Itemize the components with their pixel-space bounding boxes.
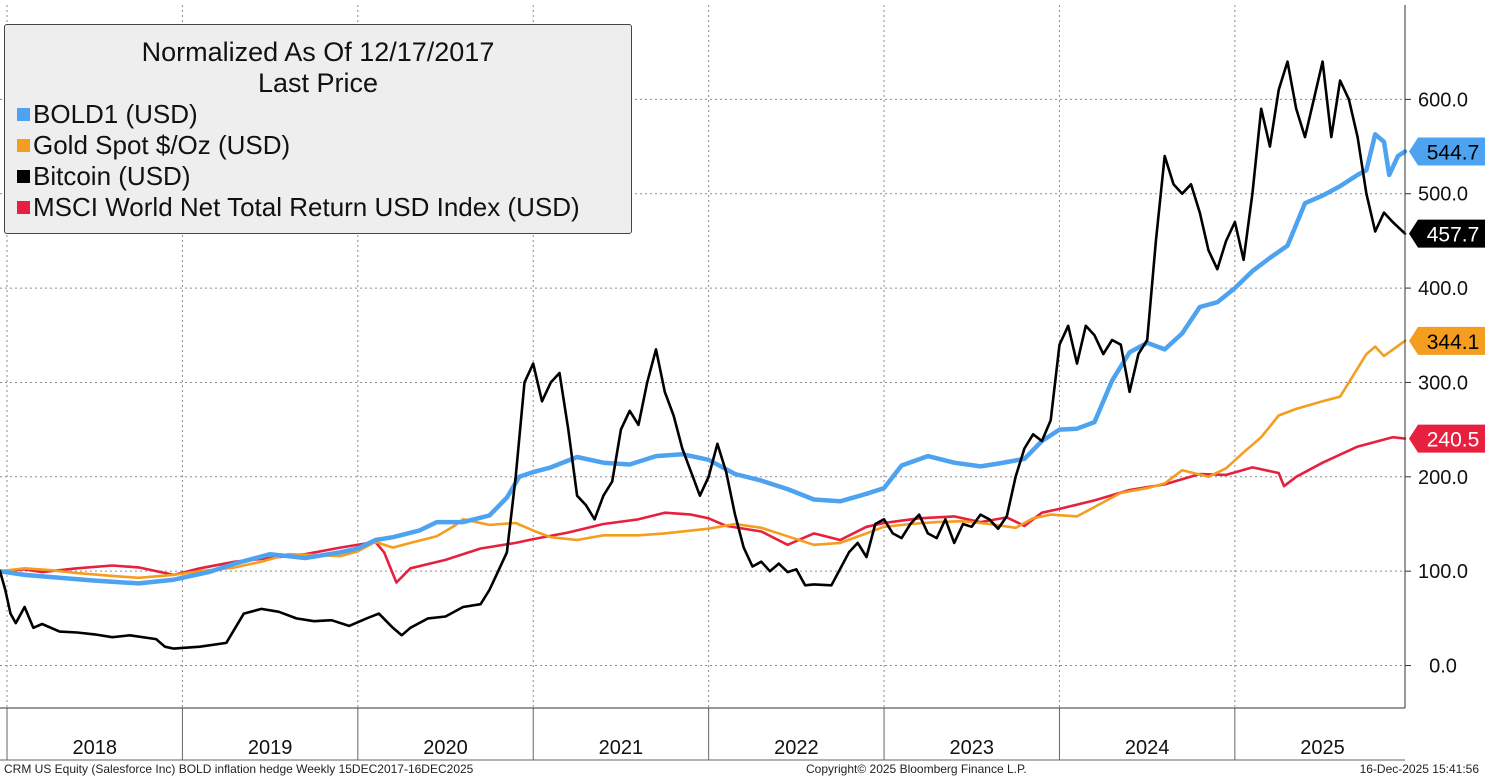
last-value-labels: 544.7 457.7 344.1 240.5: [1409, 137, 1485, 453]
footer-timestamp: 16-Dec-2025 15:41:56: [1359, 762, 1479, 776]
x-tick-label: 2019: [248, 737, 293, 759]
legend-item-msci: MSCI World Net Total Return USD Index (U…: [5, 192, 631, 223]
last-value-flag: [1409, 137, 1485, 166]
last-value-text: 344.1: [1427, 331, 1480, 354]
last-value-flag: [1409, 219, 1485, 248]
x-tick-label: 2020: [423, 737, 468, 759]
y-tick-label: 100.0: [1418, 561, 1468, 583]
y-tick-label: 300.0: [1418, 372, 1468, 394]
legend-label: Bitcoin (USD): [33, 161, 191, 191]
legend-swatch: [17, 201, 30, 214]
legend-label: MSCI World Net Total Return USD Index (U…: [33, 192, 580, 222]
last-value-flag: [1409, 424, 1485, 453]
series-line-bitcoin: [0, 60, 1407, 650]
legend-item-gold: Gold Spot $/Oz (USD): [5, 130, 631, 161]
last-value-text: 240.5: [1427, 429, 1480, 452]
x-tick-label: 2024: [1125, 737, 1170, 759]
grid-lines: [0, 5, 1405, 708]
legend-swatch: [17, 108, 30, 121]
legend-swatch: [17, 139, 30, 152]
series-line-gold: [0, 339, 1407, 580]
legend-swatch: [17, 170, 30, 183]
chart-subtitle: Last Price: [257, 68, 379, 98]
last-value-flag: [1409, 326, 1485, 355]
y-tick-label: 500.0: [1418, 184, 1468, 206]
axis-layer: 0.0 100.0 200.0 300.0 400.0 500.0 600.0 2018 201…: [0, 5, 1468, 761]
legend-item-bitcoin: Bitcoin (USD): [5, 161, 631, 192]
series-layer: [0, 60, 1408, 650]
legend-item-bold1: BOLD1 (USD): [5, 99, 631, 130]
x-tick-label: 2021: [599, 737, 644, 759]
chart-title: Normalized As Of 12/17/2017: [141, 37, 495, 67]
x-tick-label: 2018: [72, 737, 117, 759]
y-tick-label: 200.0: [1418, 467, 1468, 489]
series-line-bold1: [0, 132, 1408, 586]
y-tick-label: 400.0: [1418, 278, 1468, 300]
legend-box: Normalized As Of 12/17/2017 Last Price B…: [4, 24, 632, 234]
x-tick-label: 2022: [774, 737, 819, 759]
footer-source: CRM US Equity (Salesforce Inc) BOLD infl…: [4, 762, 474, 776]
x-tick-label: 2025: [1300, 737, 1345, 759]
last-value-text: 457.7: [1427, 224, 1480, 247]
legend-label: Gold Spot $/Oz (USD): [33, 130, 291, 160]
y-tick-label: 0.0: [1429, 656, 1457, 678]
y-tick-label: 600.0: [1418, 89, 1468, 111]
footer-copyright: Copyright© 2025 Bloomberg Finance L.P.: [806, 762, 1027, 776]
x-tick-label: 2023: [949, 737, 994, 759]
legend-label: BOLD1 (USD): [33, 99, 198, 129]
last-value-text: 544.7: [1427, 142, 1480, 165]
